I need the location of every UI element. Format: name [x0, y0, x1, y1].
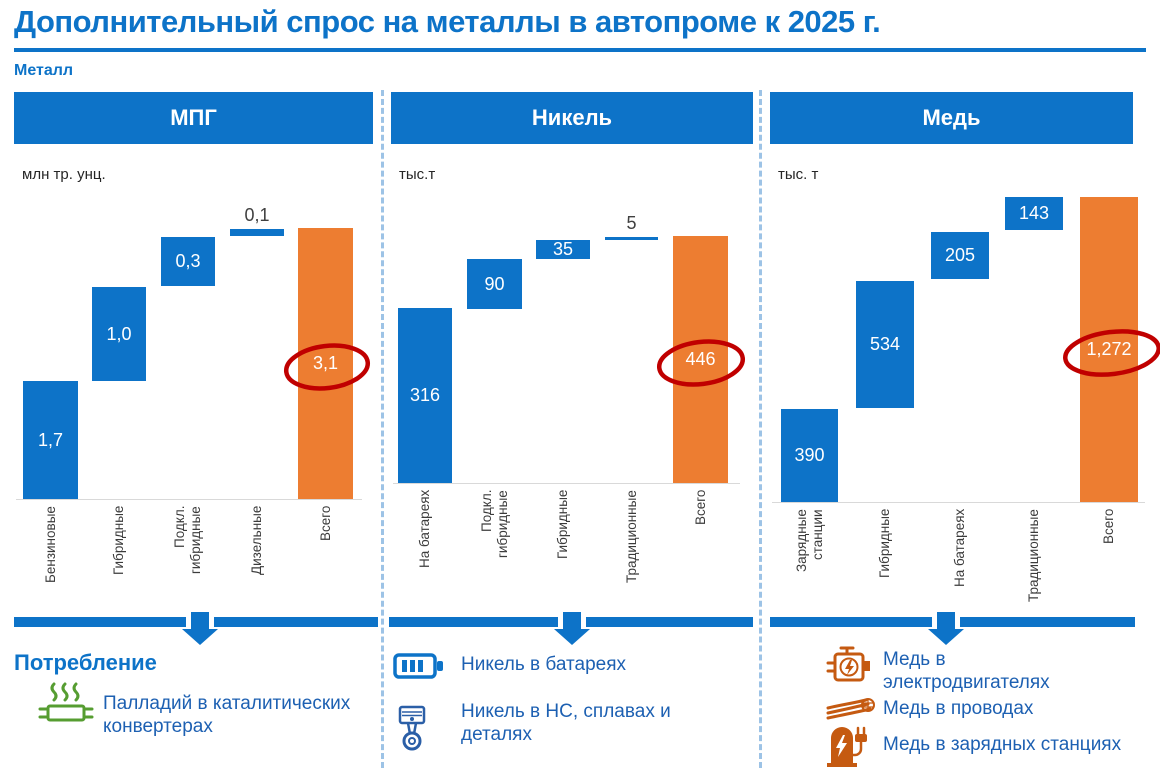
category-label: Гибридные [111, 506, 126, 576]
category-label: Зарядные станции [793, 509, 825, 572]
panel-header-mpg: МПГ [14, 92, 373, 144]
page-title: Дополнительный спрос на металлы в автопр… [14, 4, 881, 39]
waterfall-bar [23, 381, 78, 499]
bar-value-label: 3,1 [312, 353, 339, 373]
consumption-title: Потребление [14, 650, 157, 675]
electric-motor-icon [826, 646, 870, 682]
category-label: Дизельные [249, 506, 264, 576]
charging-station-icon [827, 726, 867, 767]
waterfall-bar [230, 229, 284, 236]
bar-value-label: 143 [1018, 203, 1050, 223]
down-arrow-icon [186, 612, 214, 629]
category-label: Бензиновые [42, 506, 58, 583]
waterfall-bar [536, 240, 590, 259]
waterfall-bar [931, 232, 989, 279]
bar-value-label: 1,7 [37, 429, 64, 450]
category-label: Подкл. гибридные [172, 506, 203, 574]
battery-icon [393, 653, 443, 679]
category-label: Подкл. гибридные [478, 490, 510, 558]
piston-icon [398, 705, 426, 751]
waterfall-bar [398, 308, 452, 483]
legend-label-palladium: Палладий в каталитических конвертерах [103, 693, 351, 738]
unit-label-copper: тыс. т [778, 166, 819, 183]
bar-value-label: 316 [409, 385, 441, 405]
x-axis-line [16, 499, 362, 500]
bar-value-label: 1,0 [106, 323, 132, 344]
legend-label-copper-charging: Медь в зарядных станциях [883, 734, 1122, 755]
bar-value-label: 35 [552, 239, 574, 259]
panel-header-nickel: Никель [391, 92, 753, 144]
category-label: Традиционные [623, 490, 639, 583]
down-arrow-icon [558, 612, 586, 629]
category-label: На батареях [417, 490, 432, 569]
waterfall-bar [161, 237, 215, 286]
unit-label-nickel: тыс.т [399, 166, 436, 183]
waterfall-bar [1005, 197, 1063, 230]
waterfall-bar [605, 237, 658, 240]
bar-value-label: 205 [944, 245, 976, 265]
legend-label-nickel-hc-alloys: Никель в НС, сплавах и деталях [461, 701, 671, 746]
waterfall-bar [467, 259, 522, 309]
catalytic-converter-icon [38, 682, 94, 722]
title-underline [14, 48, 1146, 52]
category-label: Гибридные [877, 509, 892, 579]
down-arrow-icon [554, 629, 590, 645]
down-arrow-icon [928, 629, 964, 645]
legend-label-copper-motors: Медь в электродвигателях [883, 649, 1050, 694]
legend-label-nickel-batteries: Никель в батареях [461, 654, 627, 675]
panel-header-copper: Медь [770, 92, 1133, 144]
unit-label-mpg: млн тр. унц. [22, 166, 106, 183]
bar-value-label: 0,3 [175, 251, 201, 271]
x-axis-line [772, 502, 1145, 503]
bar-value-label: 5 [626, 212, 637, 233]
category-label: Традиционные [1026, 509, 1041, 602]
bar-value-label: 90 [484, 273, 505, 294]
waterfall-bar [781, 409, 838, 502]
category-label: Всего [317, 506, 333, 542]
panel-divider [381, 90, 384, 768]
category-label: На батареях [952, 509, 967, 588]
category-label: Всего [692, 490, 708, 526]
x-axis-line [393, 483, 740, 484]
down-arrow-icon [182, 629, 218, 645]
category-label: Всего [1101, 509, 1116, 545]
category-label: Гибридные [555, 490, 570, 560]
section-label: Металл [14, 62, 74, 79]
waterfall-bar [92, 287, 146, 381]
wires-icon [826, 698, 875, 720]
panel-divider [759, 90, 762, 768]
bar-value-label: 390 [794, 445, 825, 465]
bar-value-label: 1,272 [1086, 339, 1132, 359]
legend-label-copper-wires: Медь в проводах [883, 698, 1034, 719]
bar-value-label: 446 [685, 349, 716, 369]
bar-value-label: 534 [869, 334, 901, 354]
down-arrow-icon [932, 612, 960, 629]
waterfall-bar [856, 281, 914, 408]
bar-value-label: 0,1 [244, 204, 270, 225]
